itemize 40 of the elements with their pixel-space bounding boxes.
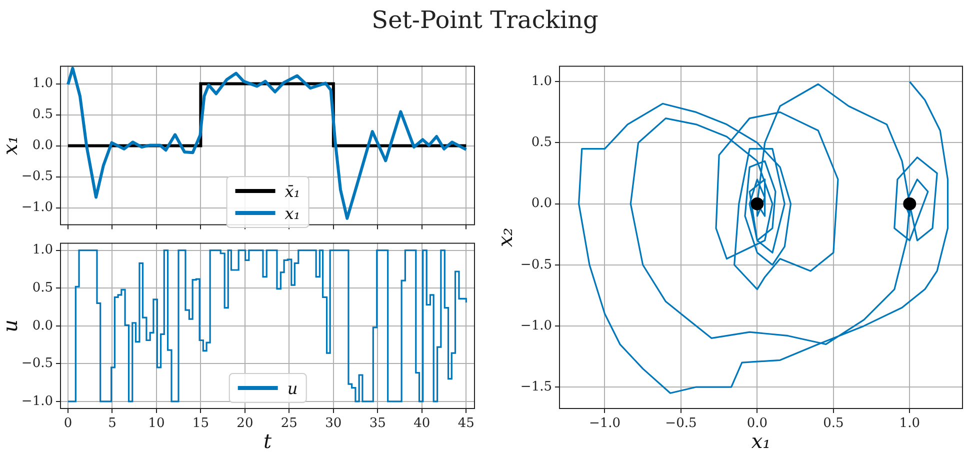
x-tick-label: −0.5 (665, 416, 697, 432)
y-axis-title: x₁ (0, 136, 22, 156)
x-tick-label: 35 (369, 416, 386, 432)
x-tick-label: 10 (148, 416, 165, 432)
y-tick-label: 0.5 (32, 107, 53, 122)
y-tick-label: 0.0 (32, 138, 53, 154)
y-axis-title: x₂ (493, 228, 518, 248)
x-axis-title: x₁ (751, 429, 771, 454)
x-axis-title: t (263, 429, 272, 454)
y-tick-label: −0.5 (21, 356, 53, 372)
legend-label: x̄₁ (284, 182, 300, 200)
y-tick-label: 0.0 (531, 196, 552, 212)
x-tick-label: 0.5 (823, 416, 844, 432)
x-tick-label: 20 (236, 416, 254, 432)
x-tick-label: 15 (192, 416, 209, 432)
y-tick-label: 1.0 (531, 74, 552, 90)
y-tick-label: 0.5 (531, 135, 552, 150)
x-tick-label: 30 (325, 416, 342, 432)
y-tick-label: −1.0 (21, 394, 53, 409)
y-tick-label: 1.0 (32, 242, 53, 258)
x-tick-label: 40 (414, 416, 430, 432)
y-tick-label: 0.5 (32, 280, 53, 296)
legend-label: x₁ (284, 204, 300, 222)
x-tick-label: 0 (64, 416, 72, 432)
y-axis-title: u (0, 319, 22, 332)
x-tick-label: 45 (458, 416, 474, 432)
x-tick-label: 0.0 (746, 416, 768, 432)
x-tick-label: −1.0 (588, 416, 621, 432)
y-tick-label: 1.0 (32, 76, 53, 92)
y-tick-label: 0.0 (32, 318, 53, 334)
y-tick-label: −1.0 (520, 318, 552, 334)
y-tick-label: −1.0 (21, 200, 53, 216)
x-tick-label: 25 (280, 416, 298, 432)
x-tick-label: 5 (108, 416, 116, 432)
y-tick-label: −0.5 (520, 257, 552, 272)
legend-label: u (287, 378, 298, 398)
chart-title: Set-Point Tracking (370, 6, 600, 34)
x-tick-label: 1.0 (899, 416, 920, 432)
y-tick-label: −0.5 (21, 169, 53, 184)
y-tick-label: −1.5 (520, 379, 552, 394)
